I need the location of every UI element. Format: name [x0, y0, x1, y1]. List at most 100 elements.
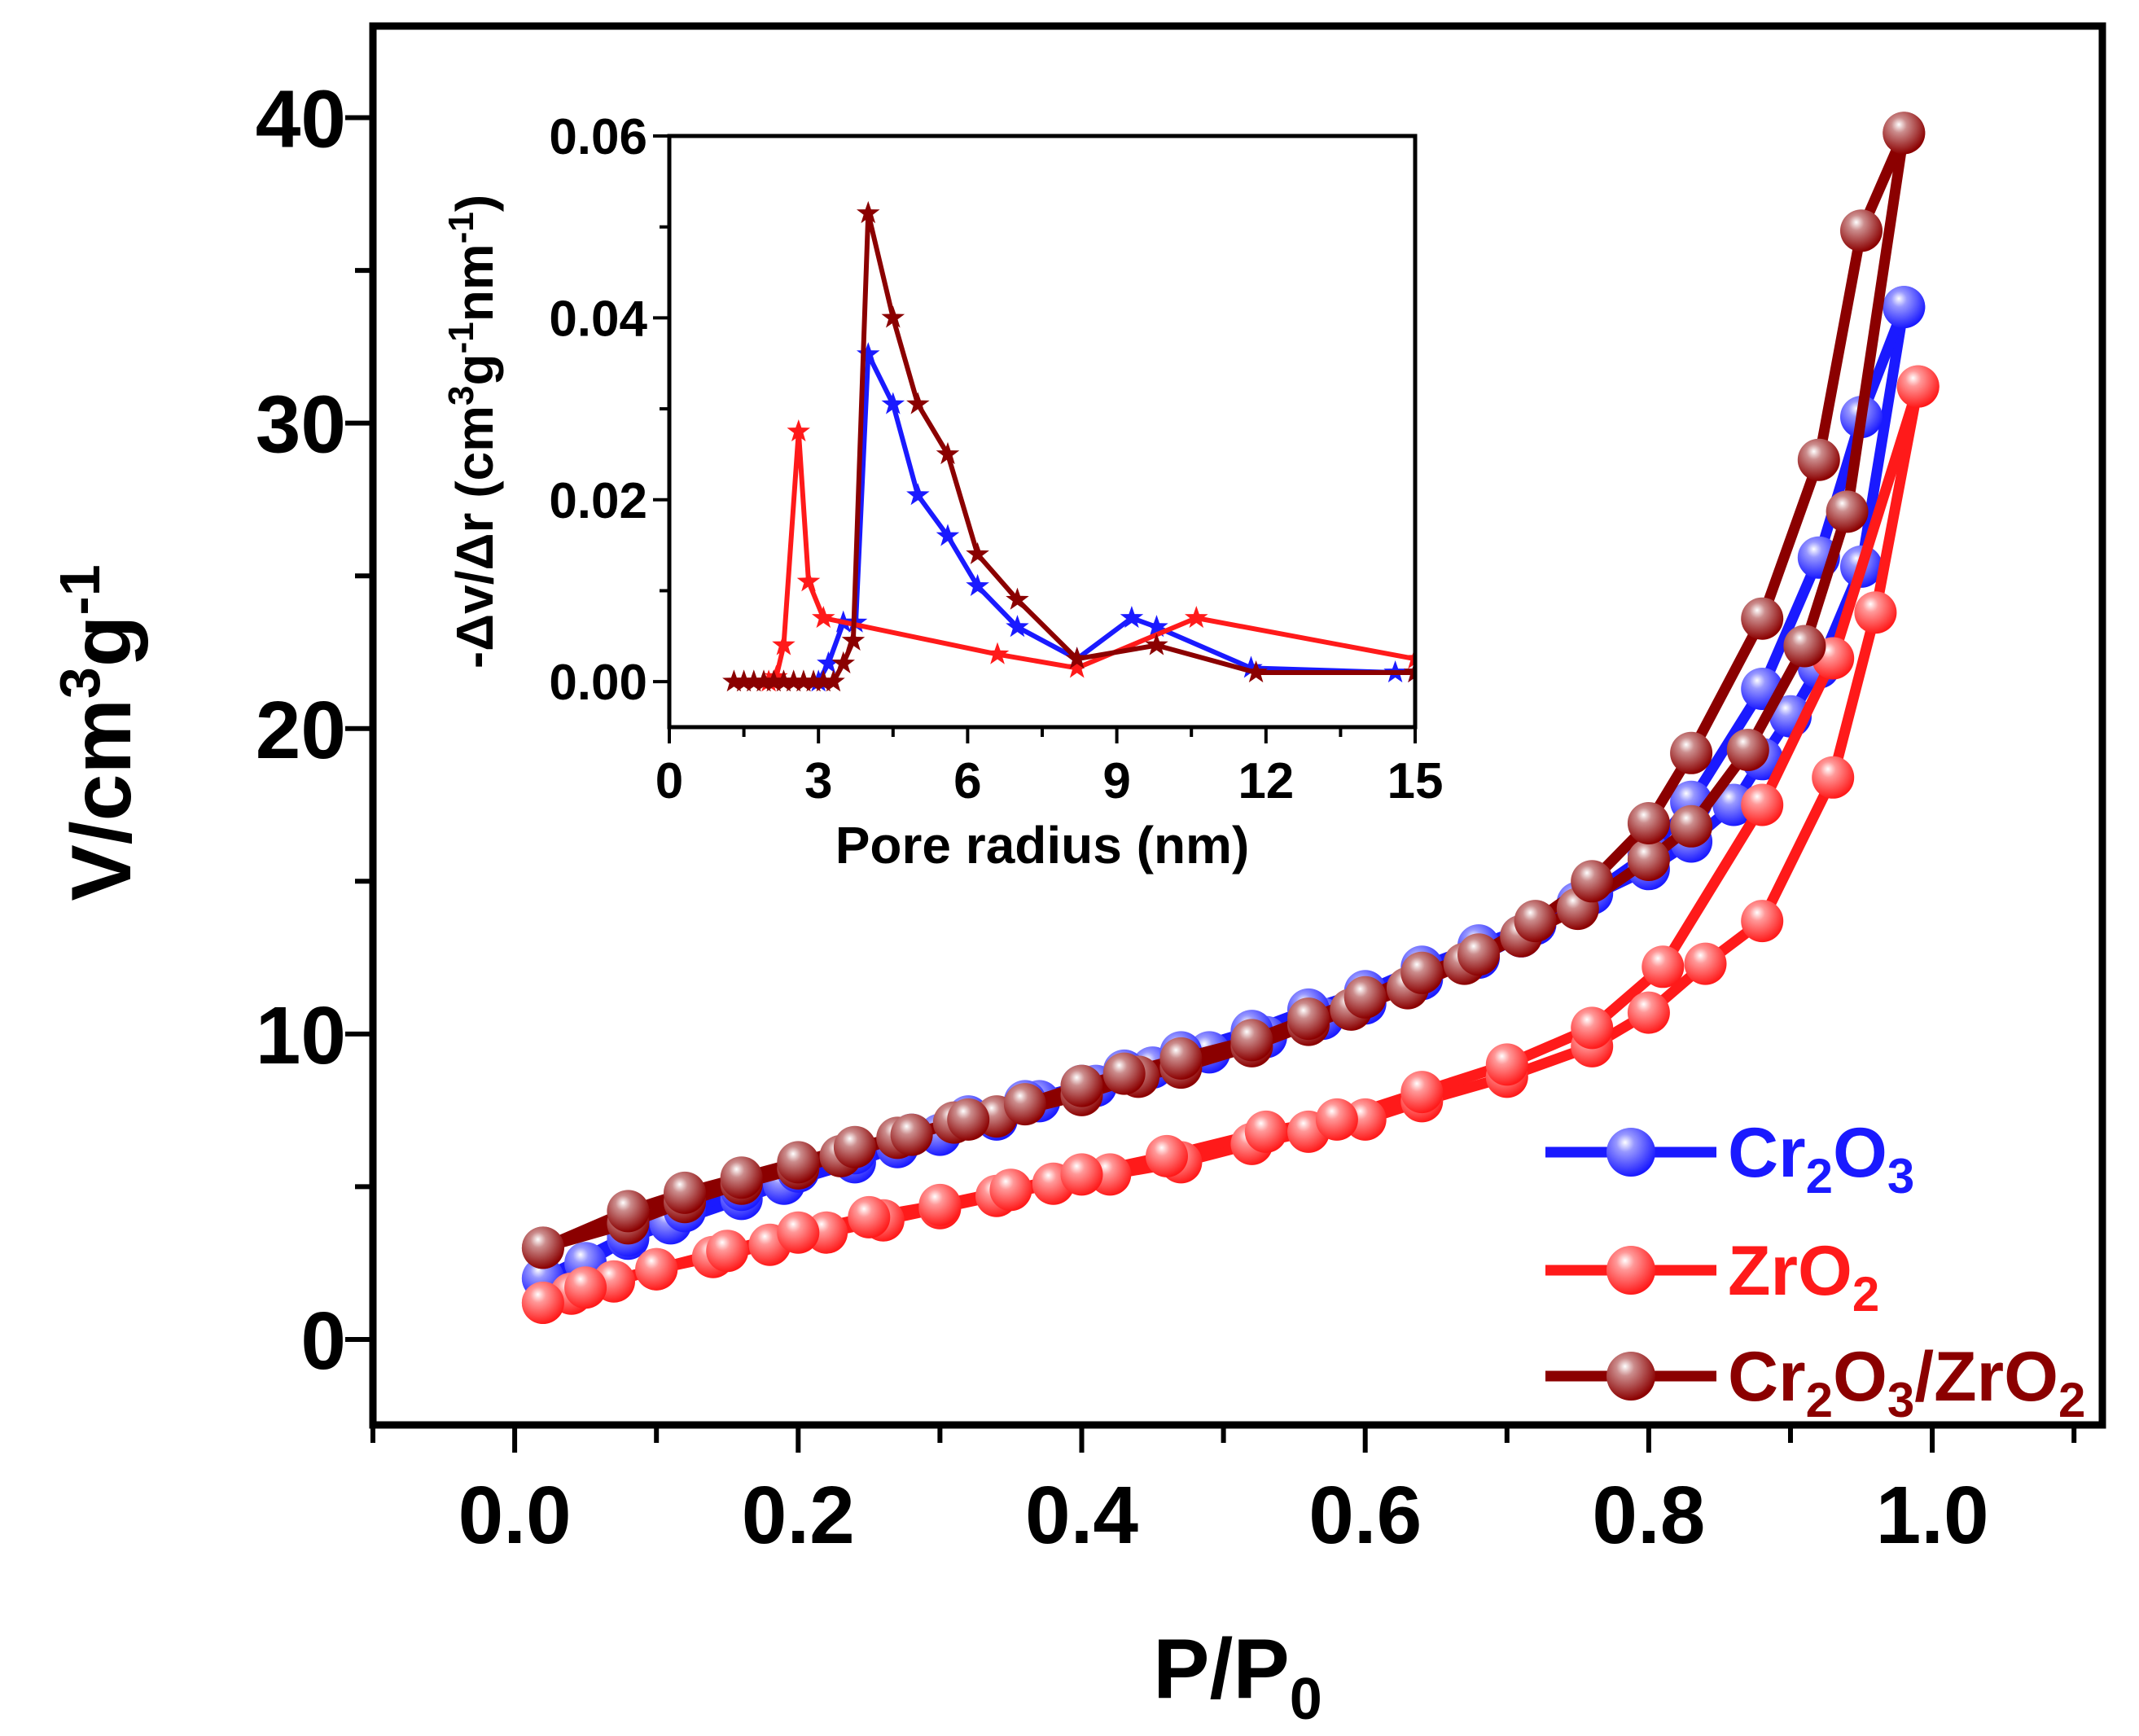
inset-x-axis-label: Pore radius (nm) — [835, 816, 1250, 875]
inset-plot-frame — [667, 134, 1418, 730]
inset-data-point-cr2o3-zro2 — [762, 669, 786, 692]
inset-data-point-cr2o3-zro2 — [906, 392, 930, 414]
inset-data-point-cr2o3-zro2 — [742, 669, 766, 692]
data-point-zro2 — [1571, 1006, 1614, 1050]
inset-ticks — [653, 134, 1417, 743]
inset-data-point-cr2o3-zro2 — [966, 541, 989, 564]
data-point-cr2o3-zro2 — [720, 1156, 763, 1199]
data-point-zro2 — [1812, 756, 1855, 799]
inset-data-point-cr2o3 — [857, 342, 880, 365]
inset-data-point-cr2o3 — [906, 483, 930, 506]
main-ticks — [345, 115, 2077, 1453]
data-point-cr2o3 — [1883, 286, 1926, 329]
inset-x-tick-label: 0 — [655, 753, 683, 809]
inset-data-point-zro2 — [772, 633, 796, 655]
inset-x-tick-label: 6 — [953, 753, 981, 809]
y-axis-label-superscript: -1 — [48, 564, 112, 615]
data-point-zro2 — [1146, 1134, 1188, 1177]
data-point-cr2o3-zro2 — [777, 1141, 820, 1184]
data-point-zro2 — [1485, 1043, 1528, 1086]
data-point-cr2o3-zro2 — [1457, 933, 1500, 976]
data-point-zro2 — [1060, 1153, 1103, 1196]
x-tick-label: 0.0 — [458, 1470, 572, 1561]
data-point-cr2o3-zro2 — [833, 1125, 876, 1168]
data-point-zro2 — [635, 1247, 678, 1291]
inset-data-point-zro2 — [765, 664, 788, 687]
inset-data-point-cr2o3 — [1120, 606, 1144, 629]
data-point-cr2o3-zro2 — [1883, 112, 1926, 155]
inset-data-point-cr2o3-zro2 — [881, 305, 905, 328]
data-point-cr2o3-zro2 — [607, 1190, 650, 1233]
data-point-zro2 — [918, 1183, 962, 1226]
inset-x-tick-labels: 0 3 6 9 12 15 — [655, 753, 1444, 809]
inset-data-point-cr2o3 — [936, 524, 960, 546]
data-point-zro2 — [989, 1168, 1032, 1212]
data-point-cr2o3-zro2 — [1571, 860, 1614, 903]
inset-data-point-cr2o3-zro2 — [732, 669, 756, 692]
inset-data-point-cr2o3 — [1239, 655, 1263, 678]
data-point-cr2o3-zro2 — [1287, 997, 1330, 1041]
inset-data-point-cr2o3-zro2 — [857, 200, 880, 224]
data-point-cr2o3-zro2 — [1783, 625, 1826, 668]
data-point-zro2 — [848, 1195, 891, 1238]
data-point-cr2o3-zro2 — [1400, 951, 1444, 994]
x-tick-label: 1.0 — [1876, 1470, 1989, 1561]
inset-series-cr2o3-zro2 — [722, 200, 1415, 692]
legend: Cr2O3 ZrO2 Cr2O3/ZrO2 — [1545, 1114, 2085, 1427]
x-axis-label-main: P/P — [1153, 1622, 1290, 1716]
inset-data-point-cr2o3-zro2 — [1006, 587, 1029, 610]
legend-label: ZrO2 — [1728, 1232, 1879, 1322]
y-tick-label: 0 — [300, 1295, 346, 1387]
inset-plot: 0 3 6 9 12 15 0.00 0.02 0.04 0.06 Pore radius (n… — [441, 98, 1466, 896]
legend-marker — [1606, 1128, 1655, 1177]
x-axis-label: P/P0 — [1153, 1622, 1322, 1732]
x-axis-tick-labels: 0.0 0.2 0.4 0.6 0.8 1.0 — [458, 1470, 1989, 1561]
inset-series-group — [722, 200, 1415, 692]
x-tick-label: 0.4 — [1025, 1470, 1138, 1561]
inset-data-point-cr2o3-zro2 — [772, 669, 796, 692]
inset-data-point-cr2o3-zro2 — [722, 669, 746, 692]
data-point-cr2o3-zro2 — [1627, 839, 1670, 881]
y-axis-label: V/cm3g-1 — [48, 564, 149, 901]
x-tick-label: 0.8 — [1592, 1470, 1705, 1561]
data-point-cr2o3-zro2 — [1840, 209, 1883, 252]
inset-data-point-zro2 — [1403, 647, 1415, 669]
inset-series-line-zro2 — [767, 429, 1415, 684]
inset-data-point-cr2o3 — [881, 392, 905, 414]
inset-data-point-cr2o3-zro2 — [801, 669, 826, 692]
data-point-cr2o3-zro2 — [1627, 802, 1670, 844]
inset-data-point-cr2o3 — [966, 573, 989, 596]
data-point-zro2 — [1684, 942, 1727, 985]
inset-data-point-zro2 — [812, 606, 835, 629]
inset-y-label-superscript: -1 — [441, 212, 481, 243]
inset-y-label-superscript: 3 — [441, 385, 481, 405]
data-point-zro2 — [1741, 900, 1784, 943]
x-tick-label: 0.2 — [742, 1470, 855, 1561]
data-point-cr2o3-zro2 — [1741, 597, 1784, 640]
data-point-zro2 — [1627, 991, 1670, 1034]
legend-item-zro2: ZrO2 — [1545, 1232, 1879, 1322]
inset-y-label-text: g — [445, 353, 504, 385]
inset-y-tick-label: 0.00 — [549, 655, 647, 711]
data-point-cr2o3-zro2 — [890, 1113, 933, 1156]
legend-item-cr2o3: Cr2O3 — [1545, 1114, 1914, 1203]
data-point-zro2 — [564, 1266, 607, 1309]
y-axis-label-text: g — [55, 616, 149, 668]
inset-data-point-cr2o3-zro2 — [822, 669, 845, 692]
inset-x-tick-label: 3 — [804, 753, 832, 809]
data-point-cr2o3-zro2 — [1230, 1019, 1273, 1062]
data-point-zro2 — [521, 1282, 564, 1324]
data-point-zro2 — [1642, 945, 1685, 989]
inset-data-point-cr2o3-zro2 — [1065, 647, 1089, 669]
y-tick-label: 20 — [256, 685, 346, 776]
data-point-cr2o3-zro2 — [1797, 438, 1840, 481]
inset-data-point-zro2 — [1065, 655, 1089, 678]
inset-data-point-zro2 — [985, 642, 1010, 664]
legend-item-cr2o3-zro2: Cr2O3/ZrO2 — [1545, 1338, 2085, 1427]
inset-data-point-zro2 — [796, 569, 821, 592]
data-point-zro2 — [706, 1230, 749, 1273]
data-point-cr2o3-zro2 — [1514, 900, 1557, 943]
data-point-zro2 — [1400, 1071, 1444, 1114]
y-tick-label: 10 — [256, 990, 346, 1081]
